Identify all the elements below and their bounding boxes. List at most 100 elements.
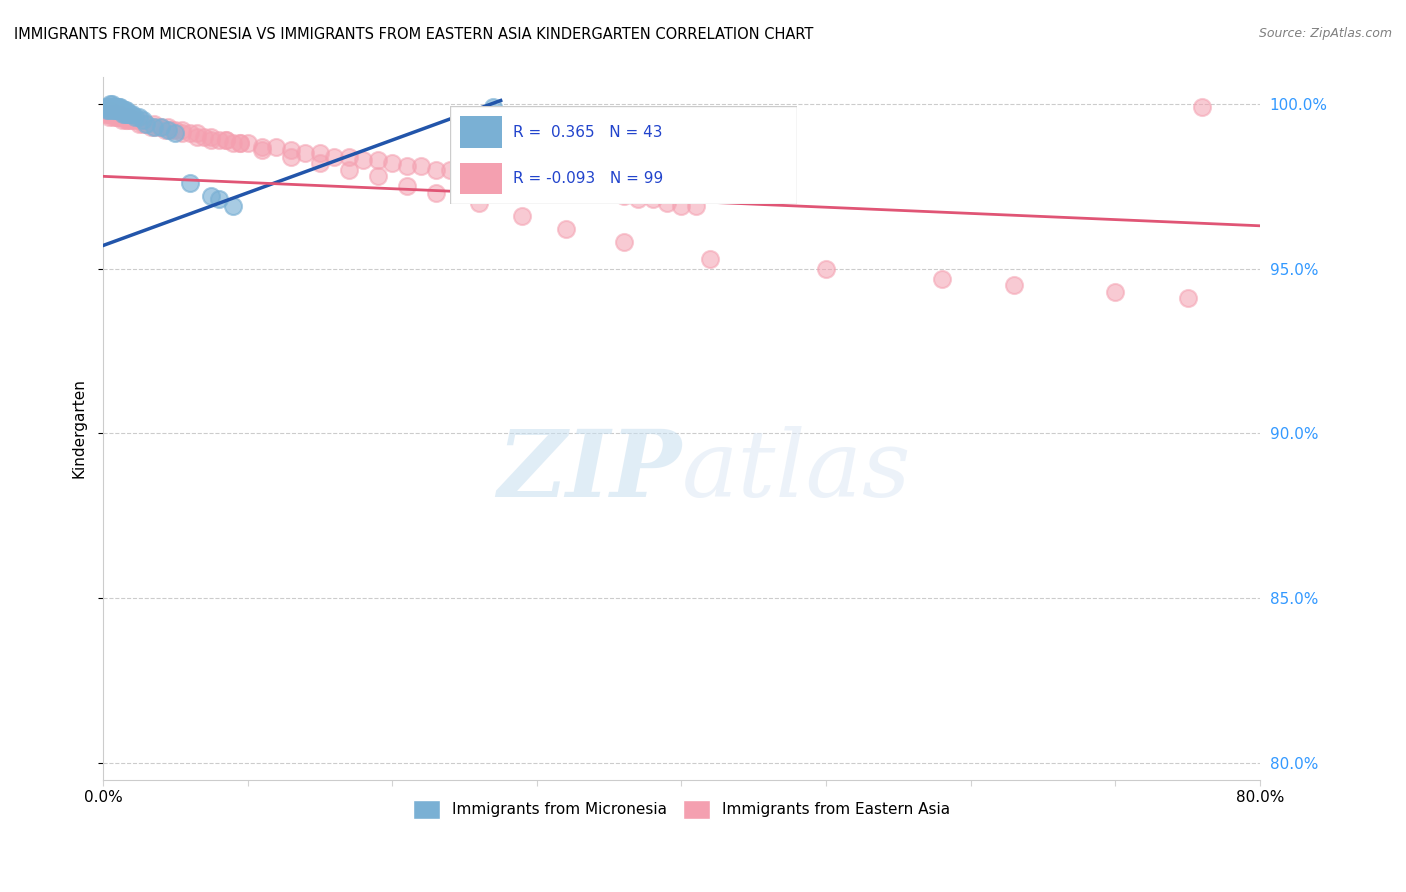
Point [468, 169, 491, 184]
Point [96, 106, 118, 120]
Point [149, 120, 172, 134]
Point [323, 150, 346, 164]
Point [108, 106, 131, 120]
Point [200, 129, 222, 144]
Point [117, 106, 139, 120]
Point [482, 169, 505, 184]
Point [104, 103, 127, 118]
Point [179, 176, 201, 190]
Point [425, 162, 447, 177]
Point [104, 110, 127, 124]
Point [526, 176, 548, 190]
Point [118, 110, 141, 124]
Point [569, 182, 592, 196]
Point [308, 146, 330, 161]
Point [554, 222, 576, 236]
Point [114, 110, 136, 124]
Point [105, 110, 128, 124]
Point [222, 199, 245, 213]
Point [193, 129, 215, 144]
Point [105, 100, 128, 114]
Point [128, 113, 150, 128]
Point [101, 100, 124, 114]
Point [425, 186, 447, 200]
Point [94, 100, 117, 114]
Point [139, 120, 162, 134]
Point [280, 150, 302, 164]
Point [1104, 285, 1126, 299]
Point [101, 103, 124, 118]
Point [104, 100, 127, 114]
Point [121, 106, 143, 120]
Point [554, 179, 576, 194]
Point [96, 103, 118, 118]
Point [613, 235, 636, 250]
Point [103, 106, 125, 120]
Point [100, 106, 122, 120]
Point [395, 160, 418, 174]
Point [111, 113, 134, 128]
Point [613, 189, 636, 203]
Point [108, 103, 131, 118]
Point [142, 117, 165, 131]
Point [381, 156, 404, 170]
Point [439, 162, 461, 177]
Point [512, 209, 534, 223]
Point [222, 136, 245, 151]
Point [482, 100, 505, 114]
Point [94, 106, 117, 120]
Point [103, 103, 125, 118]
Point [367, 153, 389, 167]
Point [215, 133, 238, 147]
Point [120, 113, 142, 128]
Point [337, 162, 360, 177]
Point [931, 271, 953, 285]
Point [337, 150, 360, 164]
Point [186, 127, 208, 141]
Text: ZIP: ZIP [498, 425, 682, 516]
Point [128, 110, 150, 124]
Point [114, 103, 136, 118]
Point [655, 195, 678, 210]
Point [540, 179, 562, 194]
Point [496, 172, 519, 186]
Point [120, 106, 142, 120]
Point [1191, 100, 1213, 114]
Text: IMMIGRANTS FROM MICRONESIA VS IMMIGRANTS FROM EASTERN ASIA KINDERGARTEN CORRELAT: IMMIGRANTS FROM MICRONESIA VS IMMIGRANTS… [14, 27, 814, 42]
Point [124, 110, 146, 124]
Point [98, 96, 121, 111]
Point [132, 117, 155, 131]
Point [1177, 291, 1199, 305]
Point [100, 100, 122, 114]
Point [685, 199, 707, 213]
Point [236, 136, 259, 151]
Point [142, 120, 165, 134]
Point [124, 113, 146, 128]
Legend: Immigrants from Micronesia, Immigrants from Eastern Asia: Immigrants from Micronesia, Immigrants f… [406, 794, 956, 824]
Point [266, 139, 288, 153]
Text: Source: ZipAtlas.com: Source: ZipAtlas.com [1258, 27, 1392, 40]
Point [105, 103, 128, 118]
Point [156, 120, 179, 134]
Point [453, 166, 475, 180]
Point [367, 169, 389, 184]
Point [583, 186, 606, 200]
Point [121, 113, 143, 128]
Point [114, 106, 136, 120]
Point [468, 195, 491, 210]
Point [115, 113, 138, 128]
Point [156, 123, 179, 137]
Point [103, 100, 125, 114]
Point [207, 133, 229, 147]
Point [165, 123, 187, 137]
Point [135, 117, 157, 131]
Point [815, 261, 838, 276]
Point [186, 129, 208, 144]
Text: atlas: atlas [682, 425, 911, 516]
Point [165, 127, 187, 141]
Point [110, 100, 132, 114]
Point [143, 120, 166, 134]
Point [98, 100, 121, 114]
Point [699, 252, 721, 266]
Point [229, 136, 252, 151]
